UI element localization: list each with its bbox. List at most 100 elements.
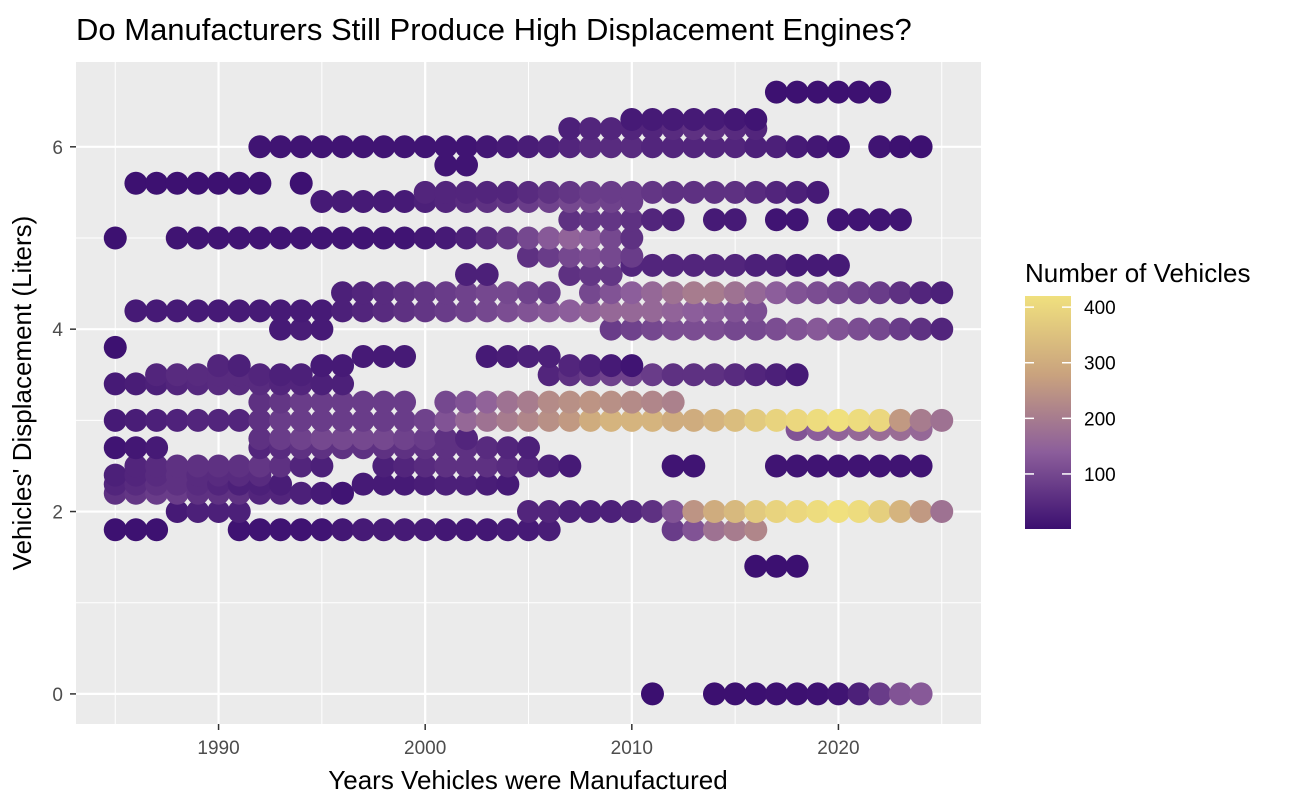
- data-point: [496, 454, 520, 478]
- data-point: [578, 500, 602, 524]
- data-point: [331, 372, 355, 396]
- data-point: [620, 226, 644, 250]
- data-point: [434, 281, 458, 305]
- data-point: [578, 244, 602, 268]
- data-point: [599, 281, 623, 305]
- data-point: [723, 299, 747, 323]
- data-point: [640, 180, 664, 204]
- data-point: [744, 518, 768, 542]
- data-point: [847, 80, 871, 104]
- data-point: [620, 354, 644, 378]
- data-point: [289, 518, 313, 542]
- data-point: [702, 500, 726, 524]
- data-point: [826, 408, 850, 432]
- data-point: [620, 500, 644, 524]
- data-point: [103, 372, 127, 396]
- data-point: [599, 117, 623, 141]
- data-point: [744, 135, 768, 159]
- data-point: [434, 518, 458, 542]
- data-point: [351, 226, 375, 250]
- data-point: [785, 180, 809, 204]
- data-point: [599, 500, 623, 524]
- data-point: [310, 317, 334, 341]
- data-point: [868, 281, 892, 305]
- data-points: [103, 80, 954, 706]
- data-point: [165, 299, 189, 323]
- data-point: [661, 281, 685, 305]
- data-point: [868, 208, 892, 232]
- data-point: [764, 554, 788, 578]
- data-point: [723, 135, 747, 159]
- data-point: [723, 281, 747, 305]
- data-point: [702, 281, 726, 305]
- data-point: [227, 454, 251, 478]
- data-point: [186, 500, 210, 524]
- data-point: [124, 299, 148, 323]
- data-point: [289, 408, 313, 432]
- data-point: [351, 408, 375, 432]
- data-point: [620, 299, 644, 323]
- data-point: [764, 208, 788, 232]
- data-point: [578, 408, 602, 432]
- data-point: [537, 281, 561, 305]
- data-point: [599, 354, 623, 378]
- data-point: [744, 281, 768, 305]
- data-point: [186, 171, 210, 195]
- data-point: [847, 500, 871, 524]
- data-point: [909, 454, 933, 478]
- data-point: [682, 180, 706, 204]
- data-point: [351, 345, 375, 369]
- data-point: [785, 253, 809, 277]
- data-point: [269, 226, 293, 250]
- data-point: [640, 500, 664, 524]
- data-point: [702, 682, 726, 706]
- data-point: [496, 180, 520, 204]
- data-point: [124, 408, 148, 432]
- data-point: [702, 180, 726, 204]
- data-point: [413, 299, 437, 323]
- data-point: [744, 107, 768, 131]
- data-point: [785, 135, 809, 159]
- data-point: [620, 208, 644, 232]
- data-point: [826, 454, 850, 478]
- data-point: [145, 518, 169, 542]
- data-point: [372, 190, 396, 214]
- data-point: [351, 427, 375, 451]
- data-point: [310, 226, 334, 250]
- data-point: [764, 454, 788, 478]
- data-point: [103, 518, 127, 542]
- data-point: [558, 244, 582, 268]
- chart-title: Do Manufacturers Still Produce High Disp…: [76, 12, 912, 47]
- data-point: [702, 135, 726, 159]
- data-point: [165, 171, 189, 195]
- data-point: [682, 317, 706, 341]
- data-point: [868, 500, 892, 524]
- data-point: [620, 180, 644, 204]
- data-point: [434, 299, 458, 323]
- data-point: [578, 281, 602, 305]
- data-point: [269, 427, 293, 451]
- data-point: [310, 299, 334, 323]
- data-point: [764, 408, 788, 432]
- data-point: [826, 208, 850, 232]
- data-point: [331, 518, 355, 542]
- data-point: [702, 518, 726, 542]
- data-point: [413, 180, 437, 204]
- data-point: [289, 135, 313, 159]
- data-point: [248, 518, 272, 542]
- data-point: [599, 208, 623, 232]
- data-point: [702, 299, 726, 323]
- data-point: [310, 518, 334, 542]
- data-point: [475, 408, 499, 432]
- data-point: [537, 180, 561, 204]
- data-point: [806, 253, 830, 277]
- data-point: [537, 408, 561, 432]
- data-point: [103, 226, 127, 250]
- data-point: [310, 408, 334, 432]
- data-point: [248, 135, 272, 159]
- data-point: [248, 390, 272, 414]
- data-point: [826, 253, 850, 277]
- data-point: [124, 454, 148, 478]
- data-point: [372, 472, 396, 496]
